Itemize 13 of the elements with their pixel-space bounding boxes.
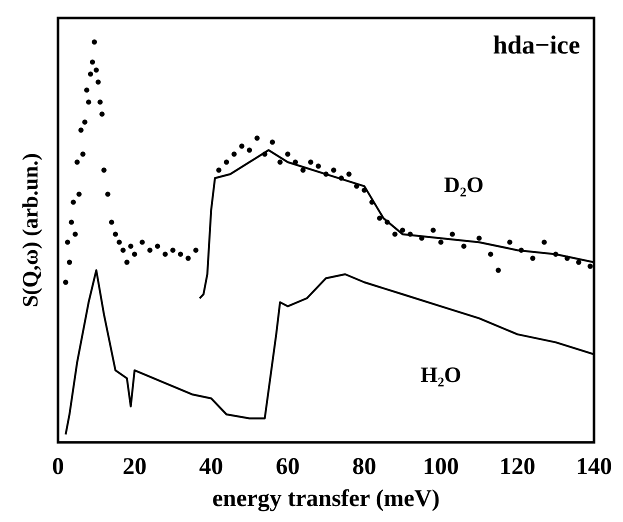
x-tick-label: 20: [122, 454, 147, 480]
x-tick-label: 60: [276, 454, 300, 480]
text: H₂O: [420, 362, 462, 387]
y-axis-title: S(Q,ω) (arb.un.): [18, 153, 43, 308]
x-tick-label: 140: [576, 454, 612, 480]
x-tick-label: 120: [499, 454, 536, 480]
series-label: D₂O: [444, 172, 484, 197]
x-axis-title: energy transfer (meV): [212, 486, 440, 512]
x-tick-label: 100: [422, 454, 459, 480]
x-tick-label: 40: [199, 454, 224, 480]
x-tick-label: 0: [52, 454, 64, 480]
chart-title: hda−ice: [492, 30, 580, 60]
x-tick-label: 80: [352, 454, 376, 480]
